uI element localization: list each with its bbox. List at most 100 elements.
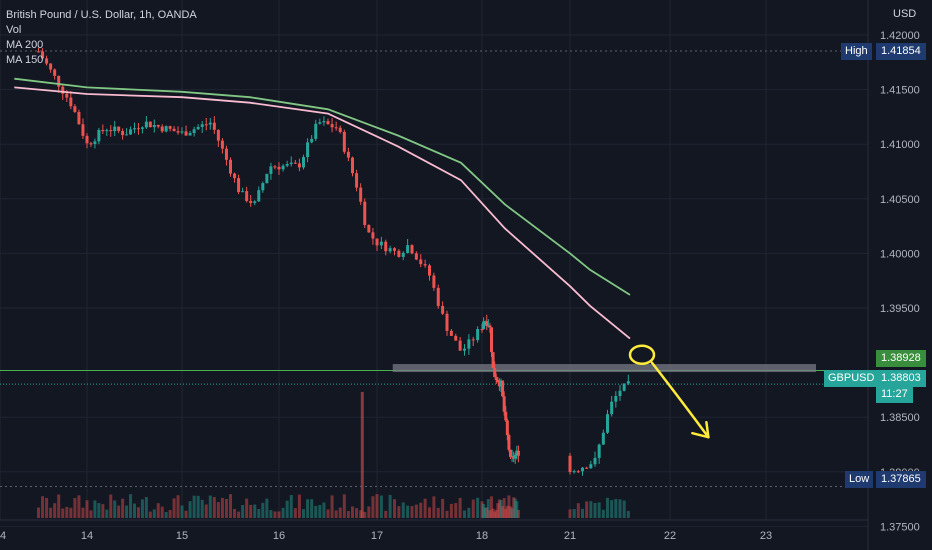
candle-body (216, 129, 220, 141)
candle-body (37, 51, 40, 53)
candle-body (277, 166, 281, 170)
candle-body (45, 58, 49, 64)
candle-body (314, 123, 318, 139)
candle-body (188, 132, 192, 136)
candle-body (164, 126, 168, 132)
candle-body (65, 93, 69, 98)
candle-body (330, 124, 334, 128)
candle-body (249, 200, 253, 203)
candle-body (69, 97, 73, 107)
volume-bar (509, 506, 512, 518)
volume-bar (505, 505, 509, 518)
volume-bar (140, 499, 144, 518)
vol-indicator-label[interactable]: Vol (6, 24, 22, 36)
candle-body (81, 124, 85, 136)
volume-bar (257, 509, 261, 518)
resistance-zone[interactable] (392, 364, 816, 373)
volume-bar (265, 498, 269, 518)
candle-body (471, 339, 475, 341)
ma200-indicator-label[interactable]: MA 200 (6, 39, 44, 51)
candle-body (502, 396, 506, 412)
volume-bar (568, 509, 572, 518)
candle-body (458, 340, 462, 351)
volume-bar (375, 494, 379, 518)
candle-body (445, 313, 449, 331)
candle-body (310, 138, 314, 143)
volume-bar (428, 507, 431, 518)
volume-bar (406, 505, 410, 518)
price-axis[interactable]: 1.42000 1.41500 1.41000 1.40500 1.40000 1.395… (880, 30, 920, 533)
volume-bar (351, 506, 354, 518)
volume-bar (482, 503, 486, 518)
candle-body (515, 450, 519, 455)
volume-bar (471, 499, 475, 518)
candle-body (367, 225, 371, 233)
volume-bar (277, 511, 281, 518)
volume-bar (334, 510, 338, 518)
volume-bar (269, 510, 273, 518)
volume-bar (401, 502, 405, 518)
candle-body (480, 329, 484, 331)
candle-body (568, 455, 572, 473)
volume-bar (65, 506, 69, 518)
volume-bar (172, 498, 176, 518)
candle-body (49, 63, 53, 70)
volume-bar (494, 509, 498, 518)
candle-body (293, 162, 297, 164)
candle-body (338, 127, 342, 132)
candle-body (507, 435, 511, 450)
time-axis[interactable]: 14 15 16 17 18 21 22 23 24 (0, 0, 869, 550)
candle-body (245, 191, 249, 201)
volume-bar (490, 496, 493, 518)
candle-body (241, 191, 245, 193)
volume-bar (241, 504, 245, 518)
candle-body (388, 248, 392, 252)
volume-bar (109, 494, 113, 518)
volume-bar (184, 510, 188, 518)
candle-body (589, 464, 593, 469)
volume-bar (507, 495, 511, 518)
volume-bar (585, 501, 589, 518)
bar-countdown-tag: 11:27 (876, 386, 913, 403)
volume-bar (285, 500, 289, 518)
volume-bars (37, 392, 630, 518)
volume-bar (486, 498, 490, 518)
volume-bar (513, 498, 517, 518)
volume-bar (156, 503, 160, 518)
candle-body (375, 238, 379, 246)
volume-bar (610, 500, 614, 518)
volume-bar (233, 508, 237, 518)
candle-body (572, 471, 576, 473)
volume-bar (216, 502, 220, 518)
candle-body (85, 135, 89, 144)
volume-bar (148, 511, 152, 518)
volume-bar (113, 500, 117, 518)
candle-body (97, 129, 101, 142)
volume-bar (576, 503, 580, 518)
candle-body (493, 368, 497, 378)
x-tick-label: 23 (760, 530, 772, 542)
candle-body (105, 130, 109, 132)
annotation-drawing[interactable] (628, 344, 710, 439)
candle-body (200, 124, 204, 127)
candle-body (488, 325, 492, 328)
volume-bar (77, 495, 81, 518)
volume-bar (359, 510, 363, 518)
volume-bar (57, 494, 61, 518)
currency-label: USD (893, 8, 917, 20)
candle-body (626, 381, 630, 384)
candle-body (285, 164, 289, 166)
candle-body (208, 122, 212, 125)
volume-bar (491, 508, 495, 518)
volume-bar (363, 511, 367, 518)
volume-bar (510, 508, 514, 518)
candle-body (483, 321, 487, 323)
volume-bar (314, 505, 318, 518)
symbol-title[interactable]: British Pound / U.S. Dollar, 1h, OANDA (6, 9, 197, 21)
volume-bar (144, 497, 148, 518)
volume-bar (136, 507, 140, 518)
ma150-indicator-label[interactable]: MA 150 (6, 54, 44, 66)
candle-body (371, 232, 375, 239)
volume-bar (93, 500, 97, 518)
